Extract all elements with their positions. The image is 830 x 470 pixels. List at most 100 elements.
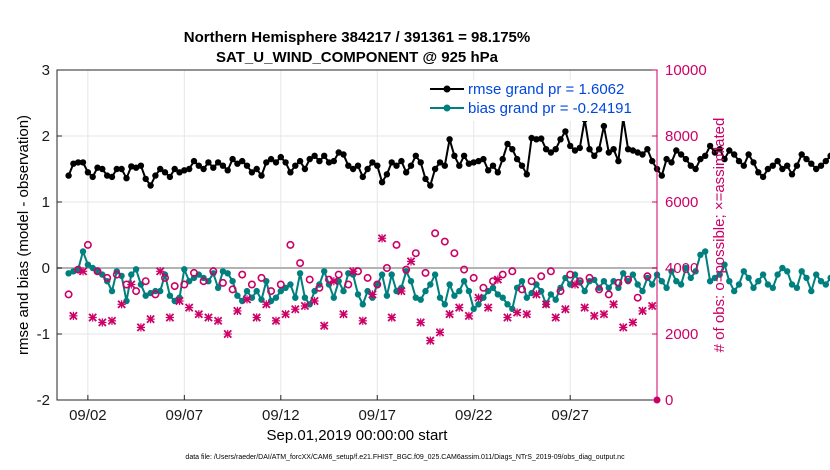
rmse-point	[465, 160, 473, 167]
obs-assimilated-point	[570, 280, 580, 289]
bias-point	[692, 268, 699, 275]
right-axis-label: # of obs: o=possible; ×=assimilated	[711, 118, 728, 353]
obs-possible-point	[151, 290, 160, 299]
series-rmse	[65, 115, 830, 189]
rmse-point	[267, 155, 275, 163]
obs-assimilated-point	[541, 300, 551, 309]
bias-point	[277, 287, 284, 295]
rmse-point	[243, 162, 251, 169]
bias-point	[388, 271, 395, 278]
obs-assimilated-point	[599, 309, 609, 319]
rmse-point	[600, 122, 608, 130]
bias-point	[364, 287, 371, 295]
bias-point	[65, 270, 72, 277]
rmse-point	[629, 147, 637, 154]
bias-point	[243, 287, 251, 295]
obs-possible-point	[508, 267, 517, 276]
bias-point	[166, 292, 174, 299]
obs-assimilated-point	[609, 300, 618, 309]
rmse-point	[282, 159, 289, 166]
bias-point	[374, 281, 381, 288]
rmse-point	[557, 136, 564, 143]
rmse-point	[547, 149, 555, 156]
obs-possible-point	[566, 270, 575, 279]
obs-possible-point	[305, 275, 314, 284]
rmse-point	[687, 162, 694, 169]
obs-assimilated-point	[117, 300, 126, 309]
obs-assimilated-point	[69, 311, 78, 321]
rmse-point	[750, 159, 757, 166]
bias-point	[547, 291, 555, 298]
bias-point	[451, 292, 458, 299]
legend-bias: bias grand pr = -0.24191	[430, 100, 632, 117]
rmse-point	[190, 157, 198, 165]
bias-point	[677, 281, 685, 288]
obs-assimilated-point	[310, 296, 319, 306]
rmse-point	[451, 152, 458, 159]
bias-point	[422, 287, 429, 295]
obs-possible-point	[440, 237, 449, 246]
bias-point	[518, 278, 526, 285]
bias-point	[673, 278, 680, 285]
rmse-point	[364, 165, 371, 173]
y-tick-label: 1	[42, 194, 50, 211]
rmse-point	[234, 160, 241, 167]
rmse-point	[518, 162, 526, 169]
obs-possible-point	[218, 278, 227, 287]
bias-point	[759, 271, 767, 278]
plot-area	[57, 70, 657, 400]
bias-point	[793, 284, 801, 291]
rmse-point	[827, 152, 830, 159]
legend-bias-marker	[443, 104, 451, 112]
rmse-point	[774, 157, 781, 165]
obs-assimilated-point	[204, 313, 213, 322]
obs-possible-point	[373, 280, 382, 289]
obs-assimilated-point	[146, 314, 155, 324]
bias-point	[321, 268, 328, 275]
rmse-point	[398, 157, 405, 165]
rmse-point	[205, 159, 212, 166]
bias-point	[706, 278, 714, 285]
obs-possible-point	[624, 275, 633, 284]
obs-possible-point	[604, 290, 613, 299]
obs-assimilated-point	[580, 303, 589, 312]
obs-possible-point	[402, 265, 411, 274]
bias-point	[620, 270, 627, 277]
bias-point	[378, 271, 386, 278]
bias-point	[436, 294, 444, 301]
bias-point	[292, 294, 299, 301]
obs-assimilated-point	[184, 303, 194, 312]
bias-point	[494, 291, 501, 298]
rmse-point	[470, 159, 477, 166]
obs-assimilated-point	[464, 311, 474, 321]
rmse-point	[784, 162, 791, 169]
x-tick-label: 09/02	[69, 407, 107, 424]
rmse-point	[108, 173, 116, 181]
bias-point	[774, 271, 781, 278]
bias-point	[171, 297, 178, 305]
rmse-point	[673, 147, 680, 154]
bias-point	[301, 294, 309, 301]
rmse-point	[292, 162, 299, 169]
obs-possible-point	[614, 278, 623, 287]
rmse-point	[731, 151, 738, 158]
rmse-point	[84, 169, 92, 176]
bias-point	[234, 292, 241, 299]
rmse-point	[345, 162, 352, 169]
rmse-point	[224, 167, 231, 174]
rmse-point	[822, 157, 829, 165]
rmse-point	[576, 144, 583, 152]
rmse-point	[427, 182, 434, 189]
obs-assimilated-point	[339, 309, 348, 319]
bias-point	[427, 281, 434, 288]
rmse-point	[644, 146, 651, 153]
rmse-point	[311, 152, 318, 159]
obs-assimilated-point	[483, 303, 493, 312]
rmse-point	[499, 155, 506, 163]
bias-point	[817, 278, 825, 285]
rmse-point	[436, 159, 444, 166]
rmse-point	[562, 128, 569, 135]
rmse-point	[393, 162, 400, 169]
bias-point	[84, 261, 92, 268]
